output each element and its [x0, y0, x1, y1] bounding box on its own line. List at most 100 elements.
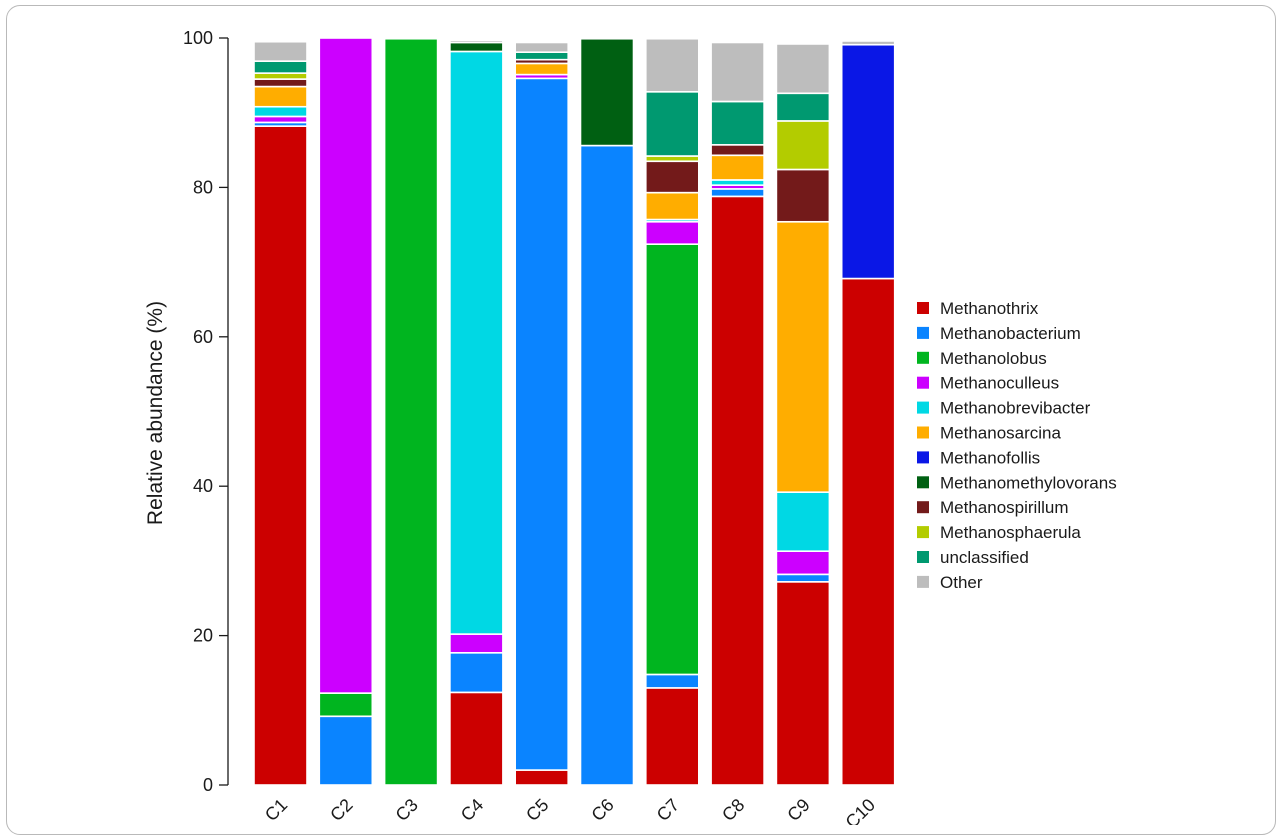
bar-segment-methanosphaerula — [253, 72, 308, 80]
legend-swatch — [917, 551, 929, 563]
bar-segment-methanobacterium — [579, 144, 635, 786]
legend-item: Methanosarcina — [917, 424, 1062, 443]
bar-segment-methanothrix — [710, 195, 765, 786]
bar-segment-unclassified — [253, 60, 308, 74]
legend-item: Methanospirillum — [917, 498, 1069, 517]
y-tick-label: 60 — [193, 327, 213, 347]
bar-segment-other — [644, 37, 700, 93]
bar-segment-methanothrix — [840, 277, 896, 786]
bar-segment-methanolobus — [383, 37, 439, 786]
bar-segment-other — [775, 43, 831, 95]
x-axis: C1 C2 C3 C4 C5 C6 C7 C8 C9 C10 — [261, 795, 879, 825]
bar-segment-methanothrix — [449, 691, 504, 786]
bar-segment-methanospirillum — [775, 168, 831, 223]
y-tick-label: 40 — [193, 476, 213, 496]
bar-segment-other — [449, 39, 504, 44]
y-axis-title: Relative abundance (%) — [144, 301, 167, 525]
bar-segment-methanoculleus — [775, 550, 831, 576]
legend-swatch — [917, 426, 929, 439]
bar-segment-methanofollis — [840, 43, 896, 280]
legend-item: unclassified — [917, 548, 1029, 567]
bar-stack-c6 — [579, 37, 635, 786]
legend-item: Methanoculleus — [917, 374, 1059, 393]
bar-segment-other — [840, 40, 896, 46]
legend-item: Methanolobus — [917, 349, 1047, 368]
bar-stack-c7 — [644, 37, 700, 786]
bar-stack-c4 — [449, 39, 504, 786]
legend-swatch — [917, 501, 929, 514]
bar-segment-methanothrix — [253, 125, 308, 786]
x-tick-label: C1 — [261, 795, 291, 825]
legend-label: Methanothrix — [940, 299, 1039, 318]
y-tick-label: 100 — [183, 28, 213, 48]
bar-segment-methanospirillum — [644, 160, 700, 194]
bar-segment-methanobacterium — [644, 673, 700, 689]
bar-segment-methanospirillum — [710, 144, 765, 157]
legend-label: Methanospirillum — [940, 498, 1069, 517]
bar-segment-unclassified — [775, 92, 831, 122]
legend-item: Methanothrix — [917, 299, 1039, 318]
legend-label: Methanofollis — [940, 448, 1040, 467]
legend-label: Methanoculleus — [940, 374, 1059, 393]
legend-label: Methanomethylovorans — [940, 473, 1117, 492]
legend-label: unclassified — [940, 548, 1029, 567]
legend-item: Methanobrevibacter — [917, 399, 1091, 418]
legend-swatch — [917, 526, 929, 539]
bar-stack-c2 — [318, 37, 374, 786]
bar-segment-unclassified — [710, 100, 765, 146]
x-tick-label: C5 — [522, 795, 552, 825]
bar-stack-c9 — [775, 43, 831, 786]
legend-item: Methanomethylovorans — [917, 473, 1117, 492]
y-axis: 0 20 40 60 80 100 — [183, 28, 229, 795]
bar-segment-methanoculleus — [644, 220, 700, 245]
bars-layer — [253, 37, 896, 786]
legend-swatch — [917, 451, 929, 464]
legend-label: Methanobrevibacter — [940, 399, 1091, 418]
legend-label: Other — [940, 573, 983, 592]
bar-segment-other — [514, 41, 570, 53]
bar-segment-methanobacterium — [775, 573, 831, 583]
bar-segment-methanosphaerula — [775, 120, 831, 171]
y-tick-label: 0 — [203, 775, 213, 795]
legend-item: Methanosphaerula — [917, 523, 1081, 542]
legend-item: Methanobacterium — [917, 324, 1081, 343]
bar-segment-methanothrix — [514, 769, 570, 786]
bar-stack-c1 — [253, 40, 308, 786]
bar-stack-c8 — [710, 41, 765, 786]
bar-stack-c10 — [840, 40, 896, 786]
legend-item: Other — [917, 573, 983, 592]
x-tick-label: C8 — [718, 795, 748, 825]
bar-segment-methanosarcina — [253, 85, 308, 108]
bar-segment-methanospirillum — [253, 78, 308, 88]
legend-item: Methanofollis — [917, 448, 1040, 467]
x-tick-label: C4 — [457, 795, 487, 825]
bar-segment-methanothrix — [775, 581, 831, 786]
bar-segment-unclassified — [644, 90, 700, 157]
legend-swatch — [917, 376, 929, 389]
x-tick-label: C3 — [392, 795, 422, 825]
x-tick-label: C7 — [653, 795, 683, 825]
legend-swatch — [917, 476, 929, 489]
x-tick-label: C6 — [587, 795, 617, 825]
bar-stack-c5 — [514, 41, 570, 786]
x-tick-label: C10 — [842, 795, 879, 825]
legend-label: Methanosarcina — [940, 424, 1062, 443]
bar-segment-methanoculleus — [449, 633, 504, 654]
bar-segment-methanobacterium — [710, 188, 765, 198]
bar-stack-c3 — [383, 37, 439, 786]
legend-label: Methanolobus — [940, 349, 1047, 368]
bar-segment-methanolobus — [644, 243, 700, 676]
legend: Methanothrix Methanobacterium Methanolobus… — [917, 299, 1117, 592]
bar-segment-methanoculleus — [318, 37, 374, 694]
bar-segment-methanosarcina — [710, 154, 765, 181]
bar-segment-methanobrevibacter — [775, 491, 831, 552]
bar-segment-methanobacterium — [318, 715, 374, 786]
bar-segment-methanosarcina — [514, 62, 570, 76]
bar-segment-methanobrevibacter — [449, 50, 504, 635]
bar-segment-methanoculleus — [253, 115, 308, 124]
x-tick-label: C9 — [783, 795, 813, 825]
bar-segment-methanosarcina — [644, 191, 700, 221]
bar-segment-other — [253, 40, 308, 62]
legend-swatch — [917, 575, 929, 588]
